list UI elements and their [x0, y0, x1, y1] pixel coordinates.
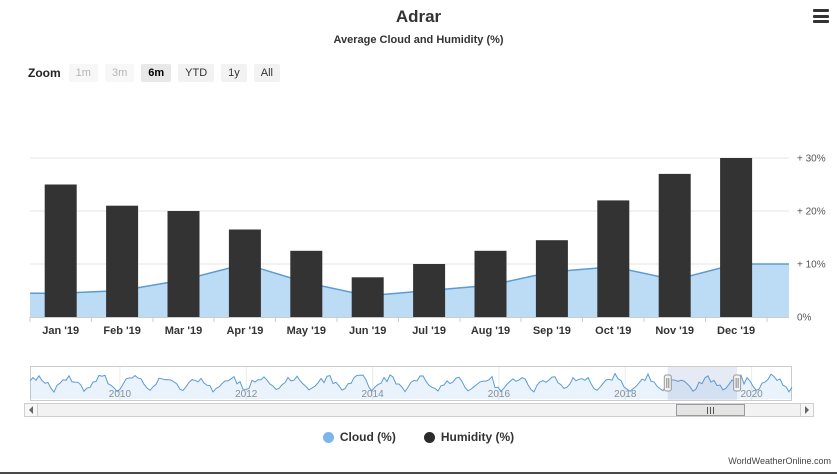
x-axis-label: Jun '19: [349, 325, 386, 337]
humidity-bar[interactable]: [44, 184, 77, 318]
navigator-year-label: 2014: [361, 389, 384, 400]
legend-item[interactable]: Humidity (%): [423, 430, 515, 444]
humidity-bar[interactable]: [535, 240, 568, 317]
bottom-divider: [0, 472, 837, 474]
humidity-bar[interactable]: [597, 200, 630, 317]
grip-line: [710, 406, 711, 414]
x-axis-label: Mar '19: [165, 325, 202, 337]
scrollbar-track[interactable]: [38, 403, 800, 417]
legend-label: Humidity (%): [440, 430, 515, 444]
navigator-outline: [30, 366, 792, 401]
zoom-button-1m: 1m: [68, 64, 98, 82]
grip-line: [713, 406, 714, 414]
navigator-year-label: 2010: [109, 389, 132, 400]
navigator-year-label: 2012: [235, 389, 258, 400]
navigator-year-label: 2018: [614, 389, 637, 400]
humidity-bar[interactable]: [474, 250, 507, 318]
right-arrow-icon: [805, 406, 809, 414]
navigator-selected-mask[interactable]: [667, 367, 738, 400]
legend-label: Cloud (%): [339, 430, 396, 444]
humidity-bar[interactable]: [167, 211, 200, 317]
x-axis-label: Nov '19: [655, 325, 694, 337]
zoom-button-6m[interactable]: 6m: [141, 64, 172, 82]
navigator-year-label: 2020: [740, 389, 763, 400]
zoom-buttons-group: 1m 3m 6m YTD 1y All: [68, 64, 280, 82]
x-axis-label: Aug '19: [471, 325, 510, 337]
scrollbar-left-arrow[interactable]: [24, 403, 38, 417]
range-selector: Zoom 1m 3m 6m YTD 1y All: [28, 64, 280, 82]
navigator-year-label: 2016: [488, 389, 511, 400]
chart-title: Adrar: [395, 7, 442, 26]
humidity-bar[interactable]: [413, 264, 446, 317]
x-axis-label: Jan '19: [42, 325, 79, 337]
zoom-label: Zoom: [28, 66, 61, 80]
grip-line: [707, 406, 708, 414]
main-chart-plot[interactable]: 0% + 10% + 20% + 30% Jan '19 Feb '19 Mar '19 Ap…: [0, 128, 837, 353]
humidity-bar[interactable]: [228, 229, 261, 318]
navigator[interactable]: 2010 2012 2014 2016 2018 2020: [0, 366, 837, 404]
chart-subtitle: Average Cloud and Humidity (%): [333, 34, 504, 46]
x-axis-label: Apr '19: [226, 325, 263, 337]
x-axis-label: Feb '19: [103, 325, 140, 337]
zoom-button-all[interactable]: All: [253, 64, 280, 82]
context-menu-icon[interactable]: [813, 9, 829, 23]
navigator-handle-right[interactable]: [733, 374, 742, 392]
x-axis-label: Dec '19: [717, 325, 755, 337]
burger-bar: [813, 20, 829, 23]
legend-marker-icon: [423, 431, 435, 443]
legend: Cloud (%) Humidity (%): [0, 430, 837, 444]
humidity-bar[interactable]: [290, 250, 323, 318]
y-axis-label: 0%: [797, 313, 812, 324]
x-axis-label: Oct '19: [595, 325, 631, 337]
x-axis-label: May '19: [287, 325, 326, 337]
x-axis-label: Sep '19: [533, 325, 571, 337]
zoom-button-1y[interactable]: 1y: [221, 64, 247, 82]
legend-item[interactable]: Cloud (%): [322, 430, 396, 444]
y-axis-label: + 20%: [797, 207, 826, 218]
zoom-button-ytd[interactable]: YTD: [178, 64, 215, 82]
credits-link[interactable]: WorldWeatherOnline.com: [728, 456, 831, 466]
humidity-bar[interactable]: [658, 173, 691, 317]
legend-marker-icon: [322, 431, 334, 443]
scrollbar-right-arrow[interactable]: [800, 403, 814, 417]
scrollbar: [24, 403, 814, 417]
y-axis-label: + 30%: [797, 154, 826, 165]
zoom-button-3m: 3m: [104, 64, 135, 82]
humidity-bar[interactable]: [106, 205, 139, 317]
burger-bar: [813, 9, 829, 12]
burger-bar: [813, 14, 829, 18]
left-arrow-icon: [29, 406, 33, 414]
navigator-series-fill: [30, 373, 792, 399]
y-axis-label: + 10%: [797, 260, 826, 271]
humidity-bar[interactable]: [351, 277, 384, 318]
navigator-handle-left[interactable]: [663, 374, 672, 392]
humidity-bar[interactable]: [720, 158, 753, 317]
x-axis-label: Jul '19: [412, 325, 446, 337]
scrollbar-thumb[interactable]: [676, 404, 745, 416]
